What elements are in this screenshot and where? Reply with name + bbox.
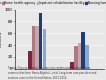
- Bar: [74, 46, 78, 69]
- Text: Source: Figures on adult day services centers and residential care communities f: Source: Figures on adult day services ce…: [8, 66, 97, 80]
- Bar: [43, 29, 46, 69]
- Bar: [28, 51, 32, 69]
- Bar: [85, 45, 89, 69]
- Bar: [32, 26, 35, 69]
- Bar: [70, 62, 74, 69]
- Bar: [78, 43, 81, 69]
- Y-axis label: Percent: Percent: [0, 31, 3, 47]
- Bar: [39, 13, 43, 69]
- Legend: Adult day services center, Home health agency, Inpatient rehabilitation facility: Adult day services center, Home health a…: [0, 1, 106, 5]
- Bar: [81, 32, 85, 69]
- Bar: [35, 26, 39, 69]
